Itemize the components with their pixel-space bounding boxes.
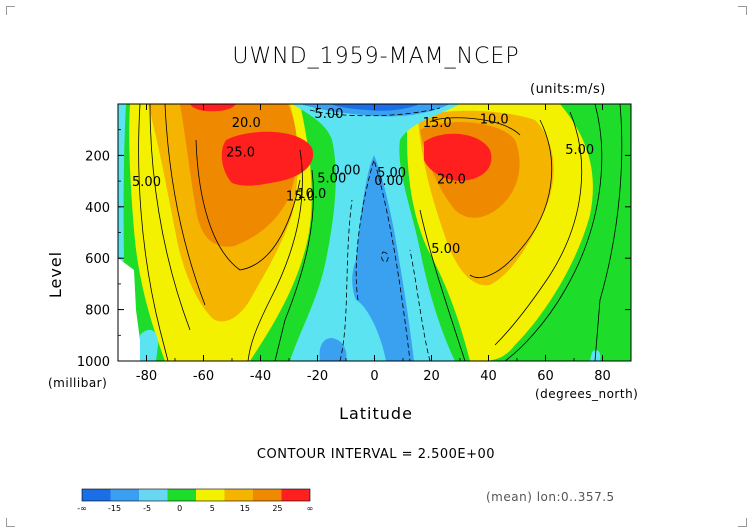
contour-label: 15.0 xyxy=(286,189,315,204)
filled-contours xyxy=(118,104,631,361)
x-tick-label: -60 xyxy=(193,369,214,384)
colorbar: -∞ -15 -5 0 5 15 25 ∞ xyxy=(77,488,314,513)
colorbar-label: -5 xyxy=(143,504,151,513)
x-tick-label: 80 xyxy=(594,369,611,384)
contour-label: 0.00 xyxy=(374,174,403,189)
y-tick-label: 1000 xyxy=(77,355,110,370)
contour-line-right-3 xyxy=(469,119,553,278)
contour-line-left-6 xyxy=(274,169,314,361)
colorbar-swatch xyxy=(139,489,168,501)
x-tick-label: -80 xyxy=(136,369,157,384)
contour-label: 25.0 xyxy=(226,146,255,161)
left-jet-core xyxy=(221,131,314,186)
colorbar-label: 25 xyxy=(272,504,282,513)
contour-label: 5.00 xyxy=(565,143,594,158)
chart-title: UWND_1959-MAM_NCEP xyxy=(232,44,520,69)
contour-line-right-6 xyxy=(594,104,623,361)
neg-contour-2 xyxy=(339,199,353,361)
y-unit-label: (millibar) xyxy=(48,376,108,390)
colorbar-swatch xyxy=(224,489,253,501)
contour-label: 5.00 xyxy=(132,175,161,190)
crop-mark-bottom-right xyxy=(738,518,747,527)
left-surface-cyan xyxy=(140,329,158,361)
contour-label: 15.0 xyxy=(423,116,452,131)
contour-label: 10.0 xyxy=(297,187,326,202)
contour-line-left-5 xyxy=(247,149,303,361)
crop-mark-bottom-left xyxy=(6,518,15,527)
x-axis-label: Latitude xyxy=(339,404,413,423)
colorbar-swatch xyxy=(253,489,282,501)
colorbar-label: 15 xyxy=(240,504,250,513)
contour-label: 20.0 xyxy=(232,116,261,131)
x-tick-label: 60 xyxy=(537,369,554,384)
colorbar-swatch xyxy=(110,489,139,501)
y-tick-label: 600 xyxy=(85,252,110,267)
contour-line-left-4 xyxy=(195,139,301,271)
contour-lines xyxy=(138,104,623,361)
colorbar-swatch xyxy=(82,489,111,501)
colorbar-swatch xyxy=(167,489,196,501)
x-tick-label: -20 xyxy=(307,369,328,384)
contour-labels: 20.025.05.0015.010.05.000.005.000.005.00… xyxy=(132,107,594,257)
y-tick-label: 800 xyxy=(85,304,110,319)
contour-label: 10.0 xyxy=(480,112,509,127)
crop-mark-top-right xyxy=(738,6,747,15)
neg-contour-1 xyxy=(355,158,411,361)
x-tick-label: 40 xyxy=(480,369,497,384)
contour-label: 5.00 xyxy=(377,166,406,181)
x-tick-label: 20 xyxy=(423,369,440,384)
surface-blue-pocket xyxy=(319,338,347,361)
contour-label: 0.00 xyxy=(332,164,361,179)
neg-contour-5 xyxy=(409,249,431,361)
contour-line-left-3 xyxy=(164,104,206,306)
contour-label: 20.0 xyxy=(437,173,466,188)
colorbar-swatch xyxy=(281,489,310,501)
left-edge-white xyxy=(118,258,140,361)
colorbar-label: -15 xyxy=(108,504,121,513)
contour-line-left-2 xyxy=(149,104,191,331)
units-label: (units:m/s) xyxy=(530,82,606,97)
colorbar-label: 0 xyxy=(177,504,182,513)
negative-contours xyxy=(309,107,441,361)
right-jet-core xyxy=(424,133,492,181)
colorbar-label: 5 xyxy=(210,504,215,513)
contour-label: 5.00 xyxy=(314,107,343,122)
x-tick-label: -40 xyxy=(250,369,271,384)
x-unit-label: (degrees_north) xyxy=(535,387,639,401)
neg-contour-4 xyxy=(381,251,389,263)
colorbar-swatch xyxy=(196,489,225,501)
neg-contour-3 xyxy=(309,107,441,117)
y-tick-label: 400 xyxy=(85,201,110,216)
contour-line-right-5 xyxy=(419,209,466,361)
contour-label: 5.00 xyxy=(431,242,460,257)
equatorial-blue-core xyxy=(352,155,414,361)
left-jet-top-core xyxy=(190,104,236,112)
crop-mark-top-left xyxy=(6,6,15,15)
contour-interval-label: CONTOUR INTERVAL = 2.500E+00 xyxy=(256,447,496,462)
colorbar-label: -∞ xyxy=(77,504,87,513)
contour-label: 5.00 xyxy=(317,171,346,186)
contour-line-right-4 xyxy=(429,117,521,136)
x-tick-label: 0 xyxy=(370,369,378,384)
left-edge-cyan xyxy=(118,104,126,270)
contour-line-right-1 xyxy=(504,104,603,361)
colorbar-frame xyxy=(81,488,311,502)
mean-note: (mean) lon:0..357.5 xyxy=(486,490,615,504)
y-tick-label: 200 xyxy=(85,149,110,164)
colorbar-label: ∞ xyxy=(307,504,314,513)
contour-line-left-1 xyxy=(138,104,169,361)
axes: -80 -60 -40 -20 0 20 40 60 80 200 400 600 800 1000 xyxy=(77,104,632,384)
contour-line-right-2 xyxy=(494,111,583,346)
